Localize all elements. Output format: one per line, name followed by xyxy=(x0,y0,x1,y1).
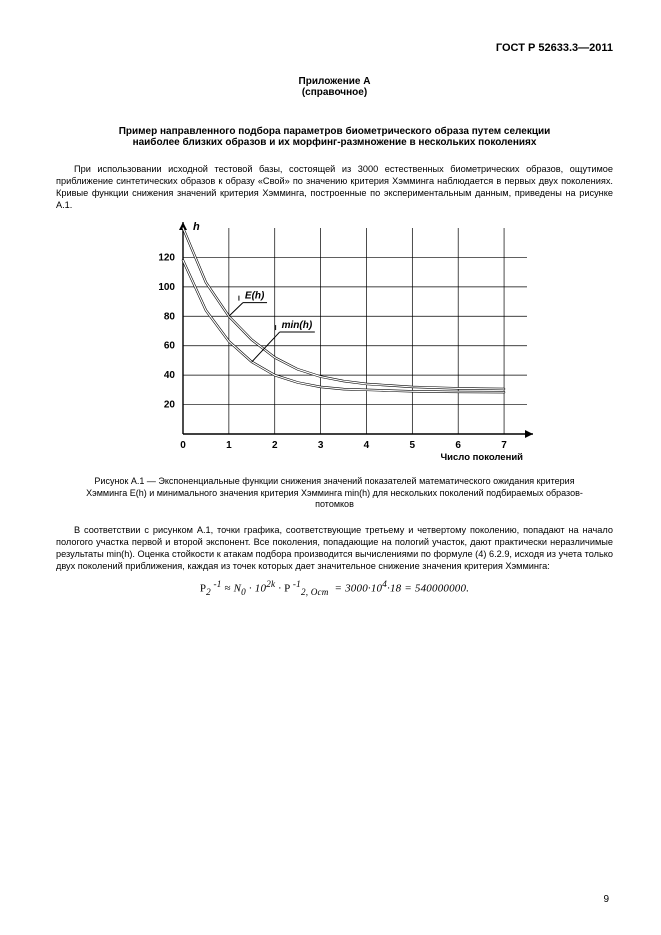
svg-text:4: 4 xyxy=(363,440,369,451)
hamming-chart: 0 1 2 3 4 5 6 7 20 40 60 80 100 120 h Число поколений E(… xyxy=(125,216,545,468)
page-number: 9 xyxy=(603,894,609,905)
doc-code-header: ГОСТ Р 52633.3—2011 xyxy=(56,42,613,54)
svg-text:Число поколений: Число поколений xyxy=(440,452,523,463)
svg-text:120: 120 xyxy=(158,252,175,263)
paragraph-2: В соответствии с рисунком А.1, точки гра… xyxy=(56,525,613,573)
paragraph-2-text: В соответствии с рисунком А.1, точки гра… xyxy=(56,525,613,571)
svg-text:80: 80 xyxy=(163,311,175,322)
svg-text:2: 2 xyxy=(271,440,277,451)
svg-text:60: 60 xyxy=(163,341,175,352)
paragraph-1: При использовании исходной тестовой базы… xyxy=(56,164,613,212)
chart-container: 0 1 2 3 4 5 6 7 20 40 60 80 100 120 h Число поколений E(… xyxy=(56,216,613,468)
figure-caption: Рисунок А.1 — Экспоненциальные функции с… xyxy=(74,476,595,511)
paragraph-1-text: При использовании исходной тестовой базы… xyxy=(56,164,613,210)
svg-text:h: h xyxy=(193,221,200,233)
svg-text:5: 5 xyxy=(409,440,415,451)
section-title-line1: Пример направленного подбора параметров … xyxy=(56,126,613,137)
svg-text:0: 0 xyxy=(180,440,186,451)
section-title-line2: наиболее близких образов и их морфинг-ра… xyxy=(56,137,613,148)
svg-text:E(h): E(h) xyxy=(244,290,264,301)
svg-text:6: 6 xyxy=(455,440,461,451)
svg-text:7: 7 xyxy=(501,440,507,451)
svg-text:3: 3 xyxy=(317,440,323,451)
svg-text:1: 1 xyxy=(226,440,232,451)
appendix-label: Приложение А xyxy=(56,76,613,87)
svg-text:min(h): min(h) xyxy=(281,320,312,331)
svg-text:40: 40 xyxy=(163,370,175,381)
formula: P2 -1 ≈ N0 · 102k · P -12, Ост = 3000·10… xyxy=(56,579,613,597)
svg-text:100: 100 xyxy=(158,282,175,293)
svg-text:20: 20 xyxy=(163,399,175,410)
appendix-note: (справочное) xyxy=(56,87,613,98)
